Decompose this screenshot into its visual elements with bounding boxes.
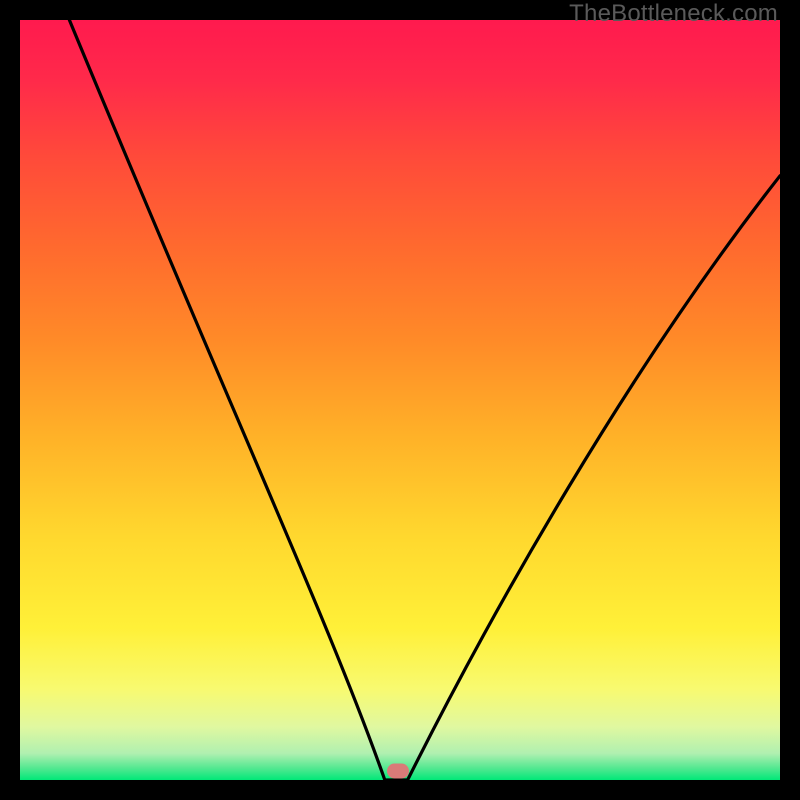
watermark-text: TheBottleneck.com [569, 0, 778, 28]
minimum-marker [387, 763, 409, 778]
chart-container: TheBottleneck.com [0, 0, 800, 800]
bottleneck-curve [0, 0, 800, 800]
